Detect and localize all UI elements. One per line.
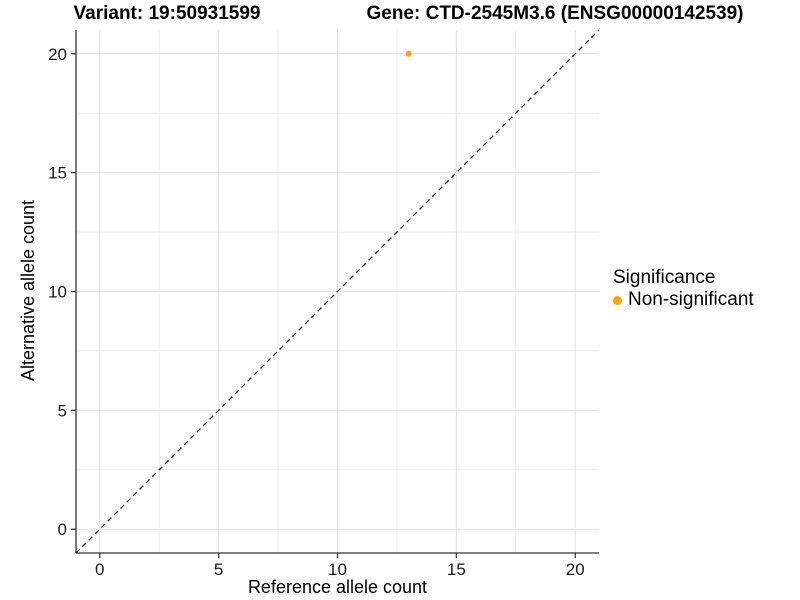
y-axis-title: Alternative allele count bbox=[18, 199, 38, 382]
y-tick-label: 20 bbox=[48, 45, 67, 64]
y-tick-label: 5 bbox=[58, 401, 67, 420]
data-point bbox=[405, 50, 412, 57]
y-tick-label: 15 bbox=[48, 164, 67, 183]
x-tick-label: 15 bbox=[447, 560, 466, 579]
legend-item: Non-significant bbox=[613, 289, 754, 311]
legend: Significance Non-significant bbox=[613, 267, 754, 311]
identity-dashed-line bbox=[75, 29, 600, 554]
y-tick-label: 0 bbox=[58, 520, 67, 539]
x-tick-label: 10 bbox=[328, 560, 347, 579]
legend-item-label: Non-significant bbox=[628, 289, 754, 310]
legend-title: Significance bbox=[613, 267, 716, 288]
plot-title-variant: Variant: 19:50931599 bbox=[73, 3, 261, 24]
x-axis-title: Reference allele count bbox=[247, 577, 428, 597]
y-tick-label: 10 bbox=[48, 283, 67, 302]
legend-marker-circle-icon bbox=[613, 295, 622, 305]
x-tick-label: 0 bbox=[95, 560, 104, 579]
x-tick-label: 5 bbox=[214, 560, 223, 579]
plot-title-gene: Gene: CTD-2545M3.6 (ENSG00000142539) bbox=[366, 3, 744, 24]
x-tick-label: 20 bbox=[566, 560, 585, 579]
